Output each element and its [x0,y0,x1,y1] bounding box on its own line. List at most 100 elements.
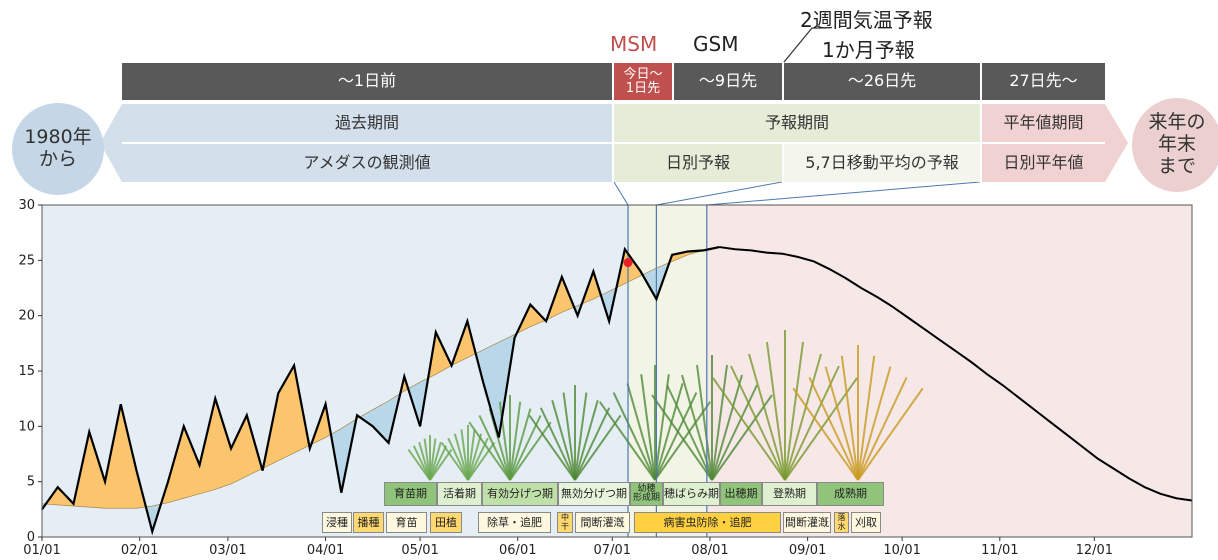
rice-plant [551,399,576,481]
lead-time: 今日～ 1日先 [614,63,672,100]
forecast-label: 2週間気温予報 [800,8,933,32]
rice-plant [562,392,576,481]
rice-plant [857,355,876,481]
rice-plant [654,383,684,481]
work-item: 浸種 [322,512,352,533]
work-item: 間断灌漑 [575,512,630,533]
source: 日別平年値 [982,144,1105,182]
rice-plant [651,394,713,481]
period-background [628,205,707,537]
rice-plant [429,441,442,481]
rice-plant [824,366,859,481]
x-tick-label: 03/01 [209,543,246,558]
rice-plant [808,376,859,481]
rice-plant [792,387,859,481]
rice-plant [412,445,431,481]
y-tick-label: 10 [18,419,35,434]
y-tick-label: 25 [18,253,35,268]
leader-line [783,27,822,63]
rice-plant [654,374,670,481]
rice-plant [447,437,469,481]
lead-time: ～9日先 [674,63,782,100]
rice-plant [711,394,773,481]
x-tick-label: 08/01 [691,543,728,558]
work-item: 田植 [430,512,462,533]
rice-plant [429,445,448,481]
growth-stage: 有効分げつ期 [482,482,558,506]
growth-stage: 出穂期 [720,482,762,506]
rice-plant [784,353,822,481]
rice-plant [598,401,656,481]
rice-plant [666,384,713,481]
observed-line [41,245,720,536]
work-item: 除草・追肥 [478,512,551,533]
rice-plant [407,448,431,481]
rice-plant [711,374,743,481]
work-item: 育苗 [386,512,427,533]
growth-stage: 無効分げつ期 [558,482,630,506]
x-tick-label: 01/01 [23,543,60,558]
period-background [706,205,1192,537]
rice-plant [574,414,622,481]
x-tick-label: 11/01 [981,543,1018,558]
lead-time: ～26日先 [784,63,980,100]
x-tick-label: 04/01 [307,543,344,558]
rice-plant [509,401,522,481]
rice-plant [574,399,599,481]
rice-plant [766,341,786,481]
model-label: GSM [693,32,739,56]
model-label: MSM [610,32,658,56]
y-tick-label: 20 [18,309,35,324]
rice-plant [711,384,758,481]
rice-plant [460,429,469,481]
growth-stage: 成熟期 [817,482,884,506]
work-item: 中 干 [557,512,573,533]
rice-plant [467,442,496,481]
y-tick-label: 0 [27,530,35,545]
rice-plant [539,407,576,481]
rice-plant [574,407,611,481]
rice-plant [478,414,511,481]
y-tick-label: 30 [18,198,35,213]
lead-time: ～1日前 [122,63,612,100]
rice-plant [429,438,437,481]
growth-stage: 育苗期 [384,482,437,506]
rice-plant [840,355,859,481]
growth-stage: 幼穂 形成期 [630,482,663,506]
rice-plant [509,408,532,481]
normal-line-tail [719,246,1193,502]
rice-plant [712,377,786,481]
rice-plant [857,366,892,481]
rice-plant [467,429,476,481]
rice-plant [509,414,542,481]
x-tick-label: 10/01 [883,543,920,558]
source: 5,7日移動平均の予報 [784,144,980,182]
rice-plant [748,353,786,481]
period: 予報期間 [614,104,980,142]
rice-plant [640,374,656,481]
end-circle: 来年の 年末 まで [1132,98,1218,192]
rice-plant [574,392,588,481]
x-tick-label: 12/01 [1076,543,1113,558]
x-tick-label: 05/01 [401,543,438,558]
today-point [623,258,633,268]
growth-stage: 登熟期 [762,482,817,506]
rice-plant [509,421,552,481]
forecast-label: 1か月予報 [822,38,915,62]
x-tick-label: 02/01 [121,543,158,558]
rice-plant [857,376,908,481]
x-tick-label: 09/01 [789,543,826,558]
source: 日別予報 [614,144,782,182]
rice-plant [857,387,924,481]
growth-stage: 穂ばらみ期 [663,482,720,506]
work-item: 落 水 [834,512,849,533]
rice-plant [429,448,453,481]
rice-plant [440,442,469,481]
work-item: 病害虫防除・追肥 [634,512,781,533]
connector [613,181,629,206]
rice-plant [468,421,511,481]
x-tick-label: 06/01 [499,543,536,558]
growth-stage: 活着期 [437,482,482,506]
